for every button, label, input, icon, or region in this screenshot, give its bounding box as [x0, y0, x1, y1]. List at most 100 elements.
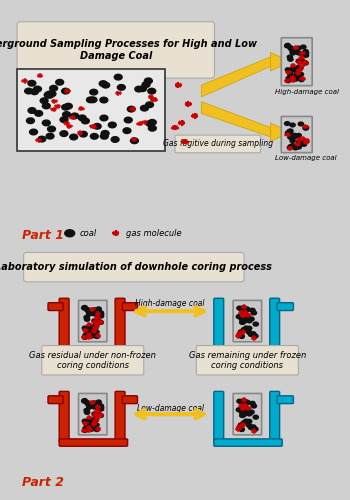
Circle shape — [92, 319, 97, 323]
Circle shape — [102, 82, 110, 88]
FancyBboxPatch shape — [214, 439, 282, 446]
Circle shape — [84, 400, 90, 404]
Circle shape — [247, 412, 252, 416]
Circle shape — [239, 308, 244, 312]
Circle shape — [239, 400, 244, 404]
Circle shape — [285, 131, 290, 135]
Circle shape — [237, 306, 242, 310]
Circle shape — [85, 424, 90, 428]
Circle shape — [246, 326, 252, 330]
Circle shape — [92, 412, 97, 416]
Circle shape — [90, 134, 98, 139]
Circle shape — [290, 76, 295, 80]
Circle shape — [97, 320, 102, 324]
FancyBboxPatch shape — [270, 392, 280, 442]
Circle shape — [303, 126, 308, 130]
Circle shape — [101, 130, 109, 136]
Circle shape — [139, 86, 147, 92]
Circle shape — [100, 97, 108, 103]
Circle shape — [301, 60, 307, 64]
Text: Part 1: Part 1 — [22, 229, 64, 242]
Circle shape — [244, 307, 249, 311]
Circle shape — [92, 426, 97, 430]
Circle shape — [148, 126, 156, 131]
Circle shape — [87, 312, 92, 316]
Circle shape — [296, 46, 301, 50]
Circle shape — [303, 51, 309, 55]
Circle shape — [82, 306, 87, 310]
FancyBboxPatch shape — [17, 68, 165, 151]
Circle shape — [127, 106, 135, 112]
Circle shape — [286, 79, 291, 82]
Circle shape — [35, 110, 43, 116]
FancyBboxPatch shape — [78, 394, 107, 435]
Circle shape — [78, 115, 86, 120]
Polygon shape — [201, 102, 271, 137]
Circle shape — [84, 422, 90, 426]
Circle shape — [27, 118, 34, 124]
Circle shape — [236, 314, 242, 318]
Circle shape — [100, 115, 108, 121]
FancyBboxPatch shape — [78, 300, 107, 342]
Circle shape — [243, 318, 248, 322]
Circle shape — [245, 400, 250, 404]
Circle shape — [303, 61, 308, 65]
Circle shape — [87, 333, 92, 337]
Circle shape — [245, 316, 251, 320]
Circle shape — [301, 139, 306, 142]
FancyBboxPatch shape — [115, 392, 125, 442]
FancyBboxPatch shape — [214, 392, 224, 442]
Circle shape — [293, 146, 298, 150]
FancyBboxPatch shape — [59, 439, 128, 446]
Circle shape — [290, 49, 295, 53]
Circle shape — [250, 402, 255, 406]
Circle shape — [85, 402, 90, 406]
Text: Low-damage coal: Low-damage coal — [275, 154, 337, 160]
Circle shape — [30, 89, 38, 94]
Circle shape — [108, 122, 116, 128]
Circle shape — [88, 418, 93, 422]
FancyBboxPatch shape — [175, 135, 260, 153]
FancyBboxPatch shape — [277, 302, 293, 310]
Circle shape — [91, 330, 96, 334]
Circle shape — [285, 44, 290, 48]
Circle shape — [98, 312, 104, 316]
Circle shape — [239, 401, 244, 405]
Circle shape — [98, 404, 103, 407]
FancyBboxPatch shape — [24, 252, 244, 282]
Circle shape — [241, 328, 246, 332]
Circle shape — [89, 334, 94, 338]
Circle shape — [28, 108, 36, 114]
Circle shape — [251, 404, 257, 408]
Circle shape — [98, 314, 104, 318]
Circle shape — [84, 408, 89, 412]
Circle shape — [88, 425, 93, 429]
Circle shape — [250, 308, 255, 312]
Circle shape — [84, 420, 89, 424]
Circle shape — [60, 117, 68, 122]
Circle shape — [84, 410, 90, 414]
Circle shape — [296, 140, 302, 144]
Circle shape — [296, 145, 301, 149]
Circle shape — [251, 332, 256, 336]
FancyBboxPatch shape — [214, 346, 282, 353]
Circle shape — [253, 334, 258, 338]
Circle shape — [290, 123, 295, 127]
FancyBboxPatch shape — [59, 392, 69, 442]
Circle shape — [146, 120, 154, 126]
Circle shape — [84, 421, 89, 424]
Circle shape — [239, 426, 244, 430]
Circle shape — [140, 106, 148, 111]
Circle shape — [288, 72, 293, 76]
Circle shape — [290, 51, 295, 55]
Circle shape — [287, 55, 293, 59]
FancyBboxPatch shape — [281, 116, 312, 152]
FancyBboxPatch shape — [17, 22, 215, 78]
Circle shape — [290, 139, 295, 142]
Circle shape — [56, 80, 64, 85]
Circle shape — [243, 410, 248, 414]
Text: Gas residual under non-frozen
coring conditions: Gas residual under non-frozen coring con… — [29, 350, 156, 370]
Circle shape — [92, 324, 97, 328]
Circle shape — [296, 134, 301, 137]
Circle shape — [253, 415, 258, 419]
